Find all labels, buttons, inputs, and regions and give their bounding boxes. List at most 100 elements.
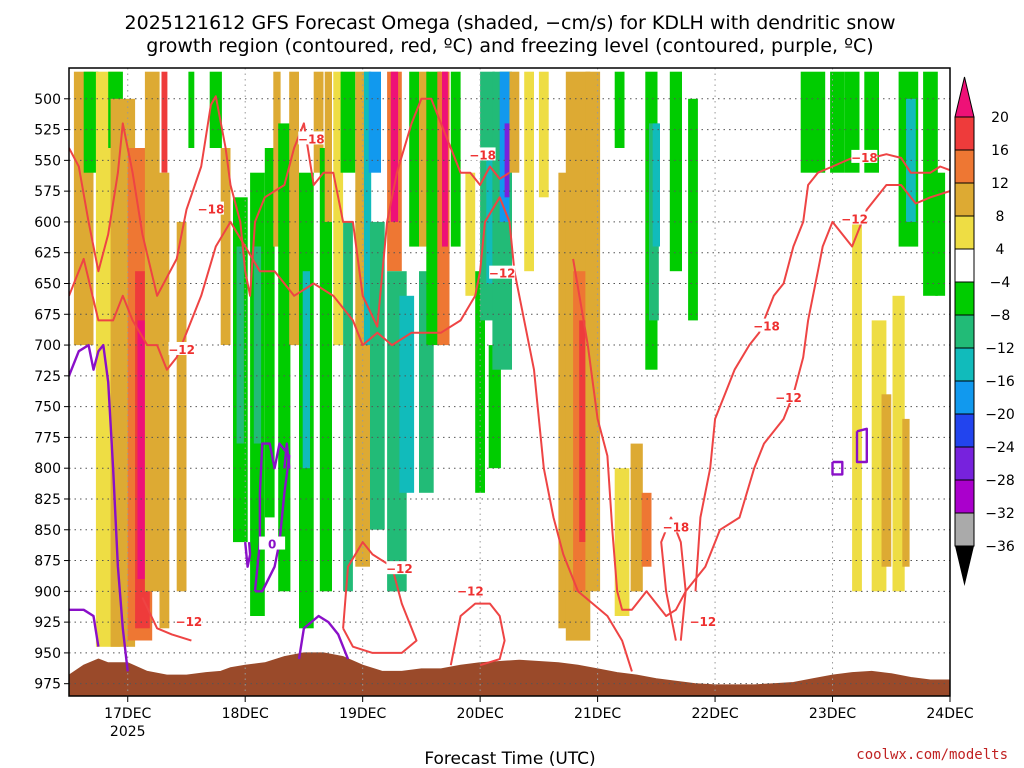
y-tick-label: 900 xyxy=(34,584,61,600)
omega-cell xyxy=(538,71,549,198)
omega-cell xyxy=(161,71,168,173)
omega-cell xyxy=(864,71,879,173)
colorbar-label: −24 xyxy=(985,440,1015,456)
x-tick-year-label: 2025 xyxy=(110,724,146,740)
freezing-level-contour xyxy=(69,608,100,647)
contour-label-bg xyxy=(259,536,286,550)
freezing-level-contour xyxy=(855,427,868,464)
omega-cell xyxy=(289,71,299,346)
omega-cell xyxy=(486,148,494,284)
omega-cell xyxy=(524,71,534,272)
contour-label-layer: −18 −18 −18 −12 −12 −12 −12 −12 −18 −12 −18 −12 −12 −… xyxy=(168,131,878,629)
dgz-contour xyxy=(69,196,633,672)
omega-cell xyxy=(278,123,291,592)
colorbar-label: 8 xyxy=(996,209,1005,225)
colorbar-swatch xyxy=(954,347,975,382)
contour-label-bg xyxy=(469,147,496,161)
contour-label-bg xyxy=(298,131,325,145)
omega-cell xyxy=(509,71,520,173)
omega-cell xyxy=(188,71,195,148)
y-tick-label: 675 xyxy=(34,307,61,323)
colorbar-label: 20 xyxy=(991,110,1009,126)
omega-cell xyxy=(652,123,660,247)
colorbar-swatch xyxy=(954,116,975,151)
plot-area: −18 −18 −18 −12 −12 −12 −12 −12 −18 −12 −18 −12 −12 −… xyxy=(68,67,951,697)
credit-text: coolwx.com/modelts xyxy=(856,747,1008,763)
colorbar-label: −16 xyxy=(985,374,1015,390)
contour-label-bg xyxy=(775,390,802,404)
contour-label: −18 xyxy=(298,132,325,146)
omega-cell xyxy=(800,71,826,173)
contour-label: −18 xyxy=(198,203,225,217)
y-tick-label: 750 xyxy=(34,400,61,416)
y-tick-label: 500 xyxy=(34,92,61,108)
contour-label: −12 xyxy=(841,212,868,226)
x-tick-label: 18DEC xyxy=(222,706,269,722)
dgz-contour xyxy=(141,597,192,642)
terrain-surface xyxy=(68,652,951,697)
omega-cell xyxy=(844,71,860,173)
omega-cell xyxy=(302,271,310,469)
omega-cell xyxy=(137,320,148,579)
colorbar-label: 16 xyxy=(991,143,1009,159)
contour-label-bg xyxy=(851,149,878,163)
y-tick-label: 575 xyxy=(34,184,61,200)
colorbar-swatch xyxy=(954,446,975,481)
dgz-contour xyxy=(694,153,950,592)
omega-cell xyxy=(442,71,448,247)
y-tick-label: 550 xyxy=(34,153,61,169)
y-tick-label: 950 xyxy=(34,646,61,662)
contour-label-bg xyxy=(753,318,780,332)
contour-label: −12 xyxy=(386,562,413,576)
y-tick-label: 825 xyxy=(34,492,61,508)
colorbar-swatch xyxy=(954,149,975,184)
x-tick-label: 24DEC xyxy=(926,706,973,722)
y-axis: 500 525 550 575 600 625 650 675 700 725 750 775 800 8… xyxy=(34,92,69,693)
omega-cell xyxy=(830,71,845,173)
colorbar-top-arrow xyxy=(954,76,975,118)
chart-title-line-2: growth region (contoured, red, ºC) and f… xyxy=(146,35,873,57)
contour-label: −12 xyxy=(489,267,516,281)
omega-cell xyxy=(688,98,698,321)
colorbar-label: −28 xyxy=(985,473,1015,489)
y-tick-label: 975 xyxy=(34,677,61,693)
y-tick-label: 700 xyxy=(34,338,61,354)
colorbar: 20 16 12 8 4 −4 −8 −12 −16 −20 −24 −28 −32 −36 xyxy=(954,76,1015,586)
colorbar-label: −36 xyxy=(985,539,1015,555)
y-tick-label: 725 xyxy=(34,369,61,385)
contour-label: −12 xyxy=(775,391,802,405)
freezing-level-contour xyxy=(69,343,129,672)
contour-label: 0 xyxy=(268,538,276,552)
x-axis: 17DEC 2025 18DEC 19DEC 20DEC 21DEC 22DEC 23DEC 2… xyxy=(104,696,974,740)
omega-cell xyxy=(340,71,356,173)
omega-cell xyxy=(409,71,419,247)
y-tick-label: 625 xyxy=(34,246,61,262)
omega-cell xyxy=(83,71,99,173)
omega-cell xyxy=(419,71,429,247)
omega-cell xyxy=(144,71,160,592)
x-tick-label: 17DEC xyxy=(104,706,151,722)
y-tick-label: 650 xyxy=(34,276,61,292)
omega-cell xyxy=(902,418,910,567)
omega-cell xyxy=(892,295,905,592)
freezing-level-contour xyxy=(283,442,291,469)
omega-cell xyxy=(881,394,892,567)
chart-title-line-1: 2025121612 GFS Forecast Omega (shaded, −… xyxy=(125,12,896,34)
omega-cell xyxy=(614,468,630,616)
omega-cell xyxy=(399,295,415,493)
dgz-contour xyxy=(449,602,506,667)
omega-cell xyxy=(630,443,643,592)
freezing-level-contour xyxy=(297,614,350,660)
colorbar-swatch xyxy=(954,413,975,448)
colorbar-swatch xyxy=(954,182,975,217)
contour-label: −12 xyxy=(689,615,716,629)
omega-cell xyxy=(585,71,601,592)
contour-label-bg xyxy=(489,265,516,279)
y-tick-label: 850 xyxy=(34,523,61,539)
omega-cell xyxy=(614,71,625,148)
omega-cell xyxy=(273,71,281,247)
colorbar-bottom-arrow xyxy=(955,546,974,586)
colorbar-swatch xyxy=(954,248,975,283)
contour-label-bg xyxy=(197,201,224,215)
